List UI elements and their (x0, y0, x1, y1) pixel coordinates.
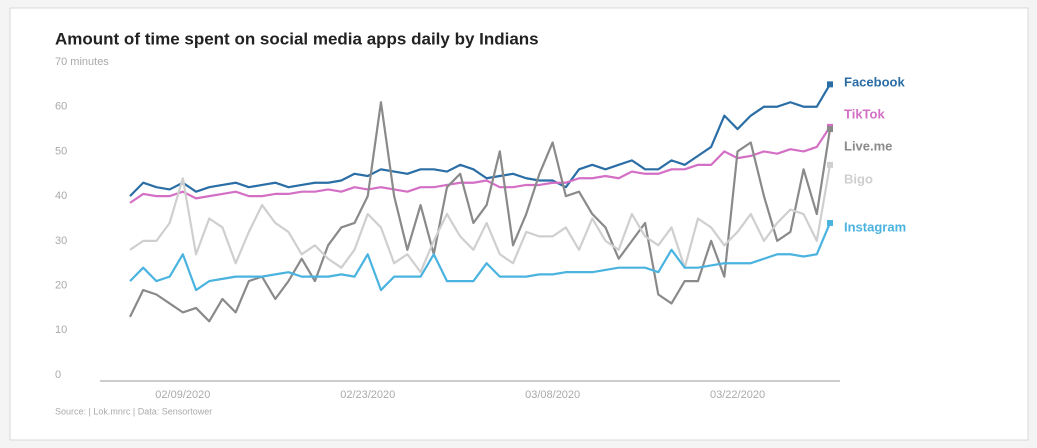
y-tick-label: 30 (55, 235, 67, 247)
y-tick-label: 10 (55, 324, 67, 336)
end-marker (827, 81, 833, 88)
end-marker (827, 161, 833, 168)
series-line (129, 126, 831, 204)
x-tick-label: 02/09/2020 (155, 389, 210, 401)
legend-label: TikTok (844, 106, 885, 121)
y-tick-label: 60 (55, 101, 67, 113)
legend-label: Live.me (844, 138, 892, 153)
card (9, 7, 1029, 441)
legend-label: Instagram (844, 219, 906, 234)
series-line (129, 83, 831, 197)
series-line (129, 101, 832, 323)
x-tick-label: 02/23/2020 (340, 389, 395, 401)
y-tick-label: 20 (55, 279, 67, 291)
x-tick-label: 03/22/2020 (710, 389, 765, 401)
legend-label: Bigo (844, 171, 873, 186)
x-tick-label: 03/08/2020 (525, 389, 580, 401)
end-marker (827, 219, 833, 226)
y-tick-label: 40 (55, 190, 67, 202)
chart-title: Amount of time spent on social media app… (55, 29, 539, 48)
y-tick-label: 50 (55, 145, 67, 157)
source-note: Source: | Lok.mnrc | Data: Sensortower (55, 406, 212, 416)
legend-label: Facebook (844, 74, 905, 89)
series-line (129, 164, 832, 274)
series-line (129, 222, 832, 292)
y-tick-label: 70 minutes (55, 56, 109, 68)
end-marker (827, 126, 833, 133)
y-tick-label: 0 (55, 369, 61, 381)
